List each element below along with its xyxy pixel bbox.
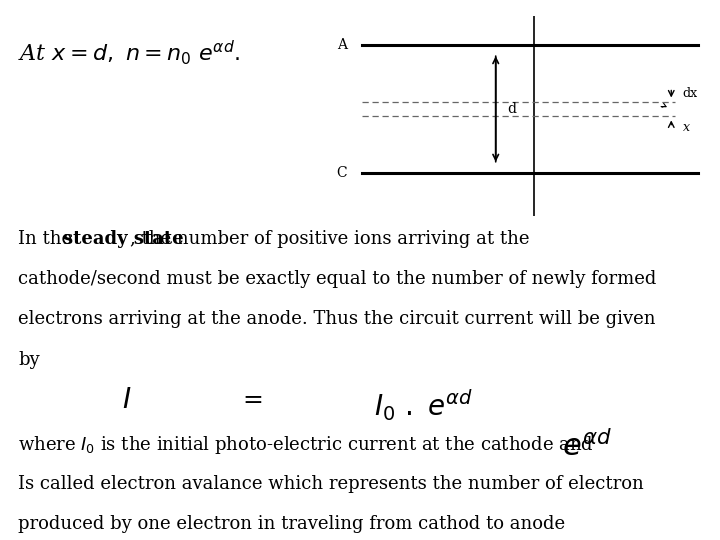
Text: electrons arriving at the anode. Thus the circuit current will be given: electrons arriving at the anode. Thus th…: [18, 310, 655, 328]
Text: In the: In the: [18, 230, 78, 247]
Text: $I_0\ .\ e^{\alpha d}$: $I_0\ .\ e^{\alpha d}$: [374, 388, 474, 423]
Text: A: A: [337, 38, 347, 52]
FancyArrowPatch shape: [661, 103, 666, 107]
Text: produced by one electron in traveling from cathod to anode: produced by one electron in traveling fr…: [18, 515, 565, 533]
Text: C: C: [336, 166, 347, 180]
Text: d: d: [507, 102, 516, 116]
Text: At $x = d,\ n = n_0\ e^{\alpha d}.$: At $x = d,\ n = n_0\ e^{\alpha d}.$: [18, 38, 240, 66]
Text: $=$: $=$: [238, 388, 263, 410]
Text: where $I_0$ is the initial photo-electric current at the cathode and: where $I_0$ is the initial photo-electri…: [18, 434, 593, 456]
Text: x: x: [683, 121, 690, 134]
Text: steady state: steady state: [63, 230, 184, 247]
Text: dx: dx: [683, 87, 698, 100]
Text: cathode/second must be exactly equal to the number of newly formed: cathode/second must be exactly equal to …: [18, 270, 657, 288]
Text: , the number of positive ions arriving at the: , the number of positive ions arriving a…: [130, 230, 529, 247]
Text: Is called electron avalance which represents the number of electron: Is called electron avalance which repres…: [18, 475, 644, 492]
Text: $e^{\alpha d}$: $e^{\alpha d}$: [562, 431, 611, 463]
Text: by: by: [18, 351, 40, 369]
Text: $\mathit{I}$: $\mathit{I}$: [122, 388, 132, 415]
